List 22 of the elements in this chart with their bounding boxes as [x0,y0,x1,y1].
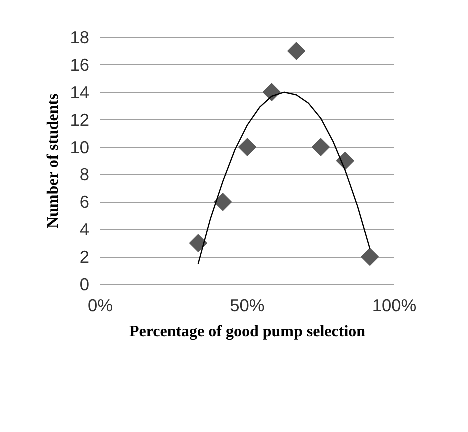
y-tick-label: 16 [70,54,90,75]
y-tick-label: 18 [70,28,90,48]
point [288,42,306,60]
point [262,83,281,102]
point [238,138,256,156]
y-tick-label: 2 [80,247,90,268]
y-tick-label: 6 [80,192,90,212]
x-axis-title: Percentage of good pump selection [129,324,366,340]
y-tick-label: 12 [70,110,90,130]
point [189,234,208,252]
x-tick-label: 50% [230,296,265,316]
y-tick-label: 10 [70,137,90,158]
point [361,248,380,266]
y-tick-label: 8 [80,164,90,185]
x-tick-label: 100% [372,296,417,316]
y-tick-label: 14 [70,82,90,102]
y-axis-title: Number of students [45,94,62,229]
y-tick-label: 0 [80,274,90,294]
y-tick-label: 4 [80,220,90,240]
point [214,193,232,212]
point [312,138,330,156]
x-tick-label: 0% [88,296,114,316]
